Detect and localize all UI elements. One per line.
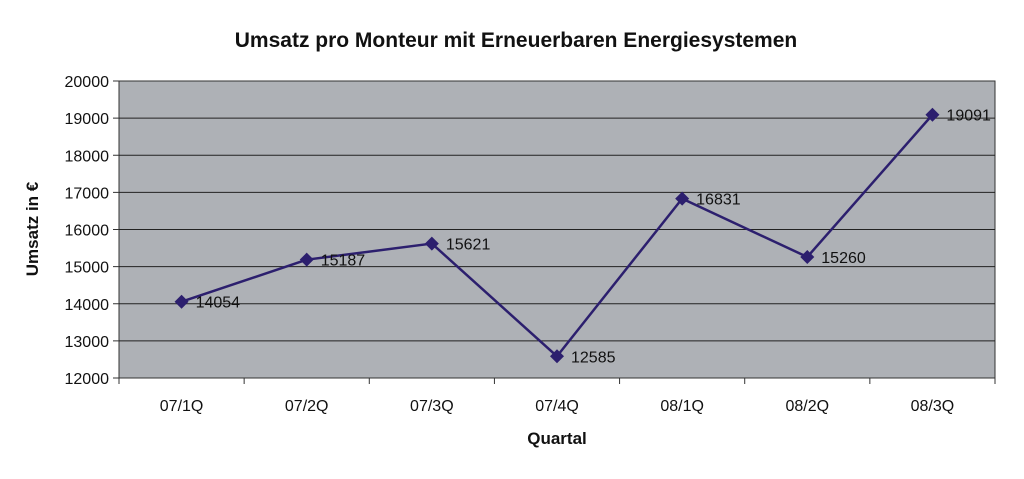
x-tick-label: 07/3Q — [410, 398, 454, 415]
x-tick-label: 07/1Q — [160, 398, 204, 415]
data-point — [550, 349, 564, 364]
y-tick-label: 15000 — [65, 260, 110, 277]
x-tick-label: 08/2Q — [785, 398, 829, 415]
data-label: 15187 — [321, 253, 366, 270]
y-tick-label: 17000 — [65, 185, 110, 202]
x-tick-label: 08/1Q — [660, 398, 704, 415]
data-label: 19091 — [946, 108, 991, 125]
x-tick-label: 07/4Q — [535, 398, 579, 415]
y-tick-label: 20000 — [65, 74, 110, 91]
chart-title: Umsatz pro Monteur mit Erneuerbaren Ener… — [235, 29, 797, 52]
y-tick-label: 14000 — [65, 297, 110, 314]
data-point — [925, 107, 940, 122]
gridlines — [119, 117, 995, 342]
x-tick-label: 08/3Q — [911, 398, 955, 415]
y-tick-label: 16000 — [65, 223, 110, 240]
data-label: 15621 — [446, 237, 491, 254]
data-point — [675, 191, 690, 206]
y-tick-label: 18000 — [65, 148, 110, 165]
series-layer: 14054 15187 15621 12585 16831 15260 19091 — [174, 107, 991, 366]
x-axis: 07/1Q 07/2Q 07/3Q 07/4Q 08/1Q 08/2Q 08/3Q — [118, 378, 996, 415]
data-label: 16831 — [696, 192, 741, 209]
y-tick-label: 12000 — [65, 371, 110, 388]
data-point — [174, 294, 189, 309]
y-axis: 12000 13000 14000 15000 16000 17000 18000 19000… — [65, 74, 119, 388]
x-axis-title: Quartal — [527, 429, 587, 448]
data-label: 14054 — [196, 295, 241, 312]
data-label: 12585 — [571, 349, 616, 366]
data-point — [299, 252, 314, 267]
y-tick-label: 19000 — [65, 111, 110, 128]
y-tick-label: 13000 — [65, 334, 110, 351]
data-point — [800, 249, 815, 264]
data-point — [424, 236, 439, 251]
x-tick-label: 07/2Q — [285, 398, 329, 415]
data-label: 15260 — [821, 250, 866, 267]
y-axis-title: Umsatz in € — [23, 181, 42, 276]
